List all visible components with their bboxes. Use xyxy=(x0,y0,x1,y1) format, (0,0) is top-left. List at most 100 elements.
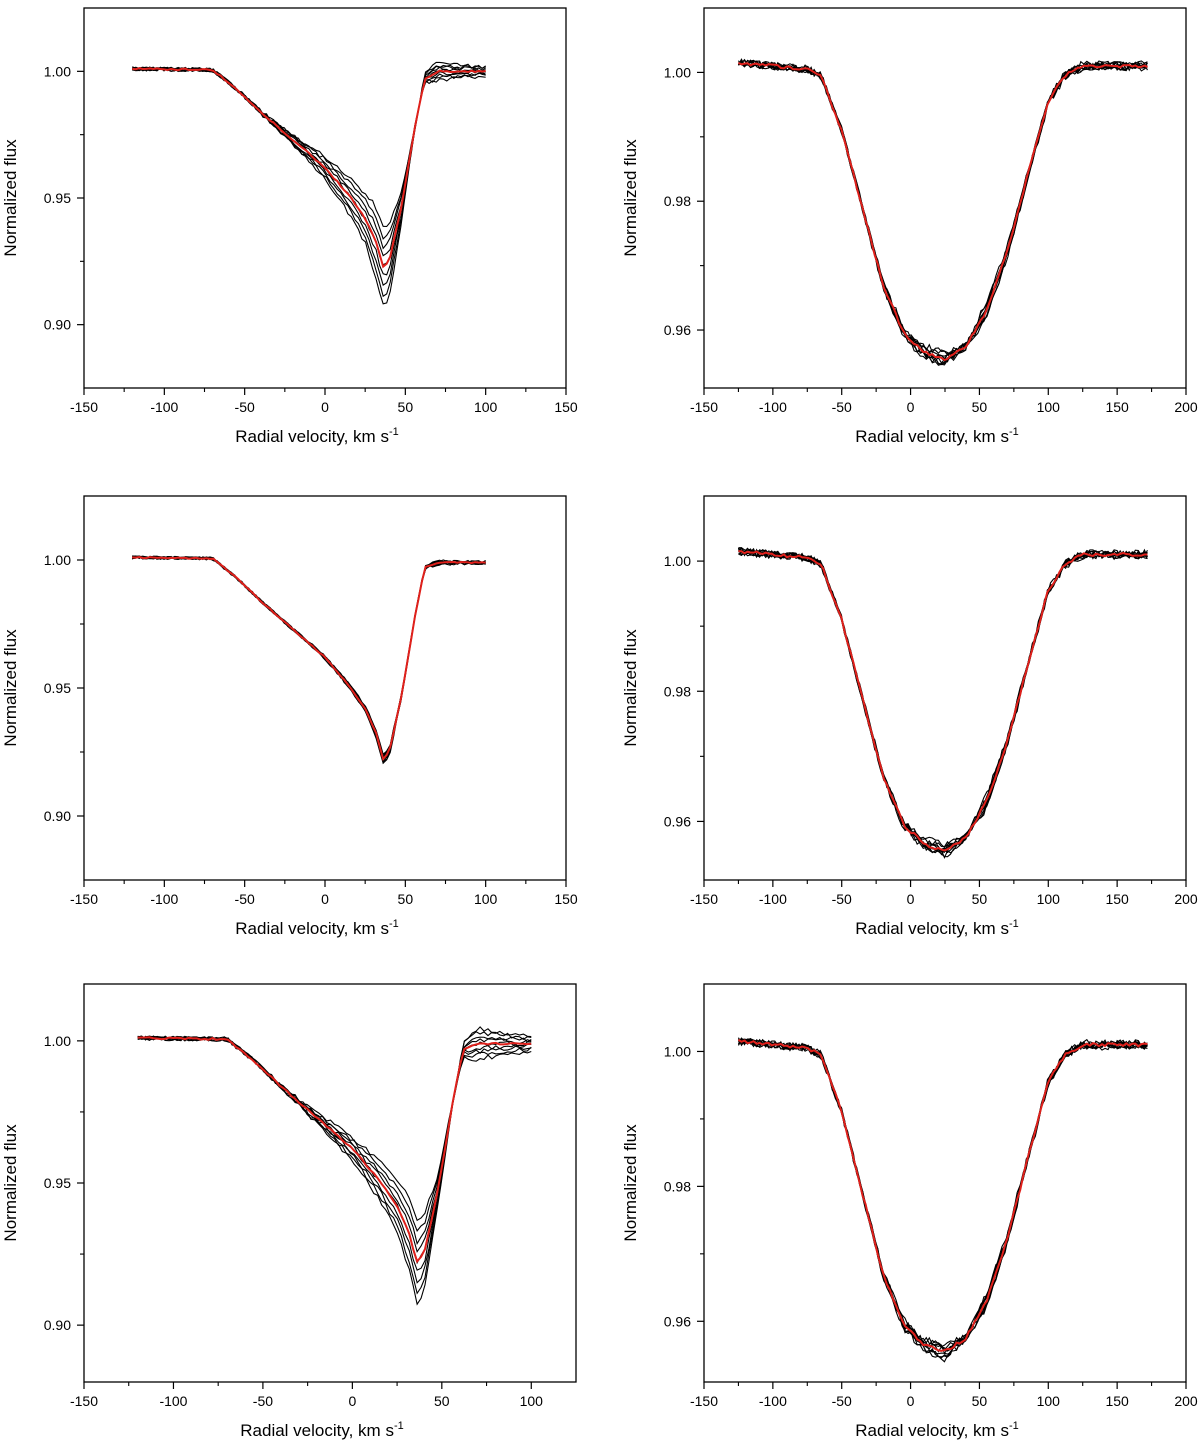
x-tick-label: 50 xyxy=(972,399,988,415)
x-tick-label: 200 xyxy=(1174,1393,1198,1409)
x-axis-label: Radial velocity, km s-1 xyxy=(240,1420,403,1440)
x-tick-label: 100 xyxy=(520,1393,544,1409)
profile-line xyxy=(737,1037,1148,1353)
profile-line xyxy=(132,61,486,305)
profile-line xyxy=(132,555,486,761)
profile-line xyxy=(737,547,1148,848)
x-tick-label: 50 xyxy=(434,1393,450,1409)
x-axis-label: Radial velocity, km s-1 xyxy=(855,1420,1018,1440)
profile-line xyxy=(737,549,1148,852)
x-tick-label: -50 xyxy=(235,891,255,907)
profile-line xyxy=(737,59,1148,365)
x-tick-label: 0 xyxy=(907,399,915,415)
y-tick-label: 0.95 xyxy=(44,1175,71,1191)
y-axis-label: Normalized flux xyxy=(621,1124,640,1242)
profile-line xyxy=(132,555,486,765)
profile-line xyxy=(137,1035,532,1284)
y-tick-label: 0.90 xyxy=(44,808,71,824)
profile-line xyxy=(737,1038,1148,1352)
profile-line xyxy=(132,555,486,759)
profile-line xyxy=(738,58,1148,366)
x-tick-label: 200 xyxy=(1174,399,1198,415)
x-tick-label: 200 xyxy=(1174,891,1198,907)
y-tick-label: 1.00 xyxy=(44,552,71,568)
y-tick-label: 1.00 xyxy=(44,1033,71,1049)
profile-line xyxy=(137,1026,532,1306)
mean-profile-line xyxy=(137,1036,532,1264)
x-axis-label-sup: -1 xyxy=(394,1420,404,1432)
profile-line xyxy=(738,60,1148,357)
x-tick-label: -150 xyxy=(690,399,718,415)
profile-line xyxy=(137,1036,532,1265)
x-axis-label: Radial velocity, km s-1 xyxy=(855,426,1018,446)
x-tick-label: 150 xyxy=(554,399,578,415)
y-axis-label: Normalized flux xyxy=(621,139,640,257)
x-tick-label: 100 xyxy=(474,891,498,907)
profile-line xyxy=(737,1037,1148,1348)
x-tick-label: -150 xyxy=(690,891,718,907)
profile-line xyxy=(738,59,1148,366)
x-tick-label: 50 xyxy=(398,399,414,415)
x-tick-label: -150 xyxy=(70,399,98,415)
chart-panel-4: -150 -100 -50 0 50 100 150 200 0.96 0.98 1.00 Radia… xyxy=(621,495,1198,938)
profile-line xyxy=(132,555,486,759)
chart-panel-5: -150 -100 -50 0 50 100 0.90 0.95 1.00 Radial velo… xyxy=(1,983,577,1440)
x-tick-label: -50 xyxy=(832,1393,852,1409)
profile-line xyxy=(737,1038,1148,1355)
x-tick-label: 0 xyxy=(907,1393,915,1409)
y-tick-label: 0.90 xyxy=(44,1317,71,1333)
y-axis-label: Normalized flux xyxy=(1,629,20,747)
profile-line xyxy=(738,1038,1148,1351)
profile-line xyxy=(131,555,486,756)
x-tick-label: 100 xyxy=(1037,891,1061,907)
x-tick-label: 50 xyxy=(972,1393,988,1409)
y-tick-label: 0.90 xyxy=(44,317,71,333)
x-tick-label: -50 xyxy=(832,399,852,415)
x-axis-label-sup: -1 xyxy=(389,426,399,438)
x-tick-label: -100 xyxy=(159,1393,187,1409)
mean-profile-line xyxy=(132,556,486,762)
profile-line xyxy=(738,548,1148,854)
y-tick-label: 1.00 xyxy=(664,64,691,80)
profile-line xyxy=(737,1038,1148,1363)
x-tick-label: -100 xyxy=(150,891,178,907)
profile-line xyxy=(738,59,1148,356)
x-axis-label-sup: -1 xyxy=(1009,918,1019,930)
profile-line xyxy=(137,1035,532,1253)
profile-line xyxy=(737,58,1148,364)
profile-line xyxy=(131,64,486,298)
x-tick-label: 0 xyxy=(907,891,915,907)
x-tick-label: 0 xyxy=(321,891,329,907)
x-tick-label: 0 xyxy=(321,399,329,415)
x-tick-label: -50 xyxy=(253,1393,273,1409)
x-tick-label: 50 xyxy=(972,891,988,907)
y-tick-label: 1.00 xyxy=(664,553,691,569)
x-tick-label: 150 xyxy=(1105,399,1129,415)
y-axis-label: Normalized flux xyxy=(1,139,20,257)
y-tick-label: 1.00 xyxy=(664,1043,691,1059)
mean-profile-line xyxy=(738,550,1148,852)
profile-line xyxy=(738,547,1148,854)
y-tick-label: 0.98 xyxy=(664,1178,691,1194)
x-tick-label: -100 xyxy=(759,1393,787,1409)
profile-line xyxy=(737,1037,1148,1355)
plot-frame xyxy=(83,7,567,389)
x-axis-label-sup: -1 xyxy=(1009,1420,1019,1432)
plot-frame xyxy=(83,495,567,881)
profile-line xyxy=(738,547,1148,859)
chart-panel-3: -150 -100 -50 0 50 100 150 0.90 0.95 1.00 Radial v… xyxy=(1,495,578,938)
profile-line xyxy=(737,60,1148,355)
x-tick-label: -100 xyxy=(759,891,787,907)
x-axis-label: Radial velocity, km s-1 xyxy=(855,918,1018,938)
mean-profile-line xyxy=(737,1038,1148,1352)
y-tick-label: 0.98 xyxy=(664,683,691,699)
x-tick-label: -150 xyxy=(70,1393,98,1409)
x-tick-label: 100 xyxy=(1037,399,1061,415)
y-axis-label: Normalized flux xyxy=(621,629,640,747)
profile-line xyxy=(131,555,486,762)
profile-line xyxy=(137,1031,532,1295)
x-axis-label-sup: -1 xyxy=(389,918,399,930)
mean-profile-line xyxy=(738,62,1148,362)
x-tick-label: 100 xyxy=(1037,1393,1061,1409)
